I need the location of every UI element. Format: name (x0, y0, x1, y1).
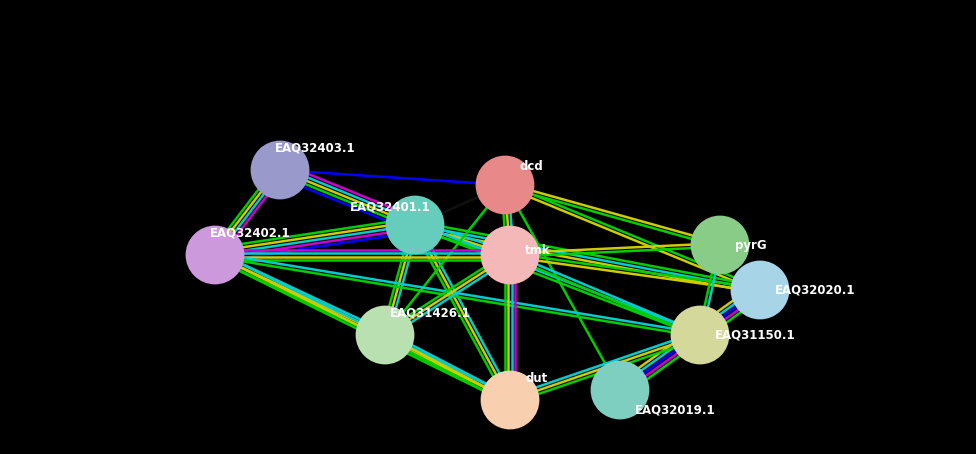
Circle shape (732, 262, 788, 318)
Text: EAQ32402.1: EAQ32402.1 (210, 227, 291, 240)
Circle shape (482, 372, 538, 428)
Text: dut: dut (525, 371, 548, 385)
Circle shape (592, 362, 648, 418)
Text: dcd: dcd (520, 161, 544, 173)
Text: EAQ32403.1: EAQ32403.1 (275, 142, 355, 154)
Circle shape (477, 157, 533, 213)
Circle shape (187, 227, 243, 283)
Text: tmk: tmk (525, 243, 550, 257)
Circle shape (387, 197, 443, 253)
Text: pyrG: pyrG (735, 238, 766, 252)
Text: EAQ32401.1: EAQ32401.1 (350, 201, 430, 213)
Text: EAQ31150.1: EAQ31150.1 (715, 329, 795, 341)
Circle shape (672, 307, 728, 363)
Circle shape (252, 142, 308, 198)
Circle shape (357, 307, 413, 363)
Text: EAQ32020.1: EAQ32020.1 (775, 283, 856, 296)
Circle shape (482, 227, 538, 283)
Circle shape (692, 217, 748, 273)
Text: EAQ31426.1: EAQ31426.1 (390, 306, 470, 320)
Text: EAQ32019.1: EAQ32019.1 (635, 404, 715, 416)
